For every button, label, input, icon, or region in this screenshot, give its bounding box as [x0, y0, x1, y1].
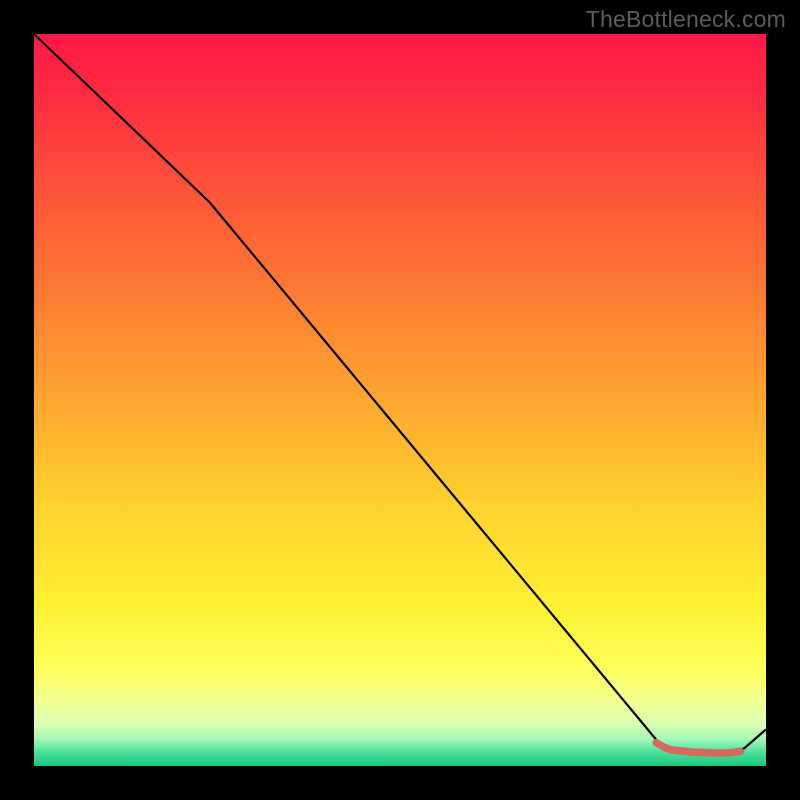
- chart-container: TheBottleneck.com: [0, 0, 800, 800]
- bottleneck-chart: [0, 0, 800, 800]
- watermark-text: TheBottleneck.com: [586, 6, 786, 33]
- plot-background: [34, 34, 766, 766]
